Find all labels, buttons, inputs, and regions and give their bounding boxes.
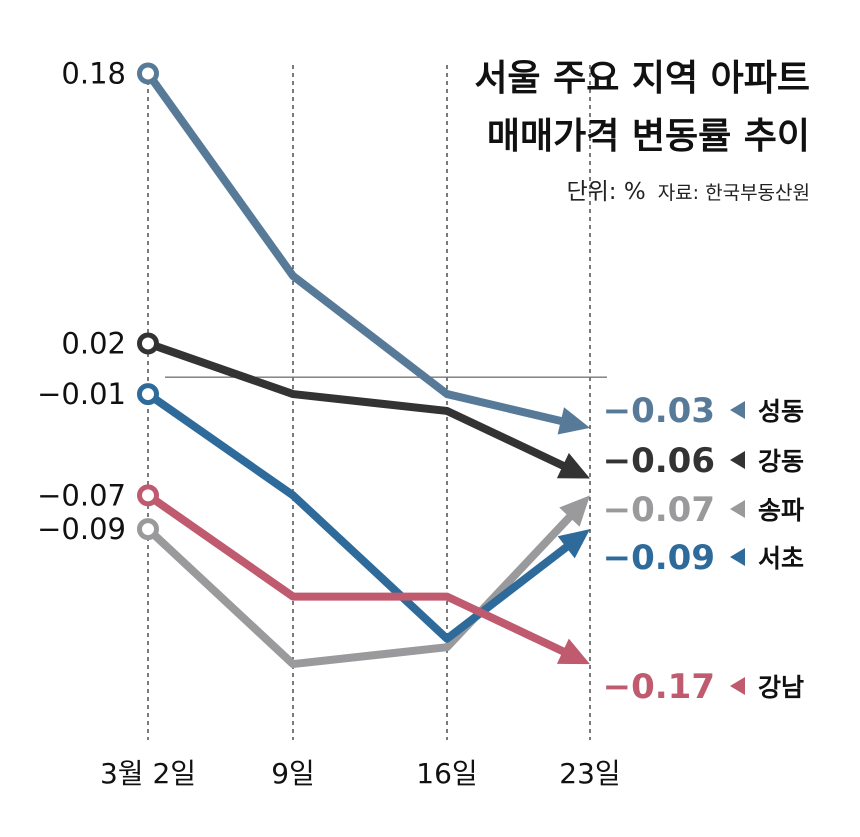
start-marker-송파 xyxy=(137,518,159,541)
start-marker-강동 xyxy=(137,332,159,355)
chart-subtitle: 단위: % 자료: 한국부동산원 xyxy=(566,179,810,205)
x-tick-label-3: 23일 xyxy=(559,757,620,790)
start-marker-강남 xyxy=(137,484,159,507)
unit-label: 단위: % xyxy=(566,179,645,205)
series-arrow-성동 xyxy=(557,407,590,435)
y-tick-label-0: 0.18 xyxy=(61,56,126,90)
series-arrow-송파 xyxy=(559,495,590,527)
series-arrow-강동 xyxy=(556,452,590,479)
region-label-성동: 성동 xyxy=(758,397,804,426)
series-line-강남 xyxy=(145,492,567,656)
start-marker-서초 xyxy=(137,383,159,406)
y-tick-label-2: −0.01 xyxy=(37,377,126,411)
series-line-성동 xyxy=(144,71,564,426)
series-arrow-서초 xyxy=(557,529,590,559)
source-label: 자료: 한국부동산원 xyxy=(658,182,810,204)
legend-pointer-서초 xyxy=(730,548,745,566)
y-tick-label-3: −0.07 xyxy=(37,478,126,512)
end-value-성동: −0.03 xyxy=(603,391,715,431)
end-value-강동: −0.06 xyxy=(603,441,715,481)
x-tick-label-2: 16일 xyxy=(416,757,477,790)
region-label-강동: 강동 xyxy=(758,447,804,476)
region-label-송파: 송파 xyxy=(758,496,804,525)
region-label-강남: 강남 xyxy=(758,673,804,702)
series-line-강동 xyxy=(146,339,567,471)
legend-pointer-강남 xyxy=(730,677,745,695)
end-value-강남: −0.17 xyxy=(603,667,715,707)
chart-title-line-1: 서울 주요 지역 아파트 xyxy=(474,58,810,99)
region-label-서초: 서초 xyxy=(758,544,804,573)
chart-title-line-2: 매매가격 변동률 추이 xyxy=(487,116,810,157)
x-tick-label-1: 9일 xyxy=(271,757,315,790)
legend-pointer-강동 xyxy=(730,451,745,469)
legend-pointer-송파 xyxy=(730,500,745,518)
y-tick-label-1: 0.02 xyxy=(61,326,126,360)
series-arrow-강남 xyxy=(556,638,590,665)
x-tick-label-0: 3월 2일 xyxy=(100,757,196,790)
series-line-서초 xyxy=(145,390,571,643)
y-tick-label-4: −0.09 xyxy=(37,512,126,546)
end-value-서초: −0.09 xyxy=(603,538,715,578)
legend-pointer-성동 xyxy=(730,401,745,419)
end-value-송파: −0.07 xyxy=(603,490,715,530)
start-marker-성동 xyxy=(137,62,159,85)
series-line-송파 xyxy=(145,512,574,669)
